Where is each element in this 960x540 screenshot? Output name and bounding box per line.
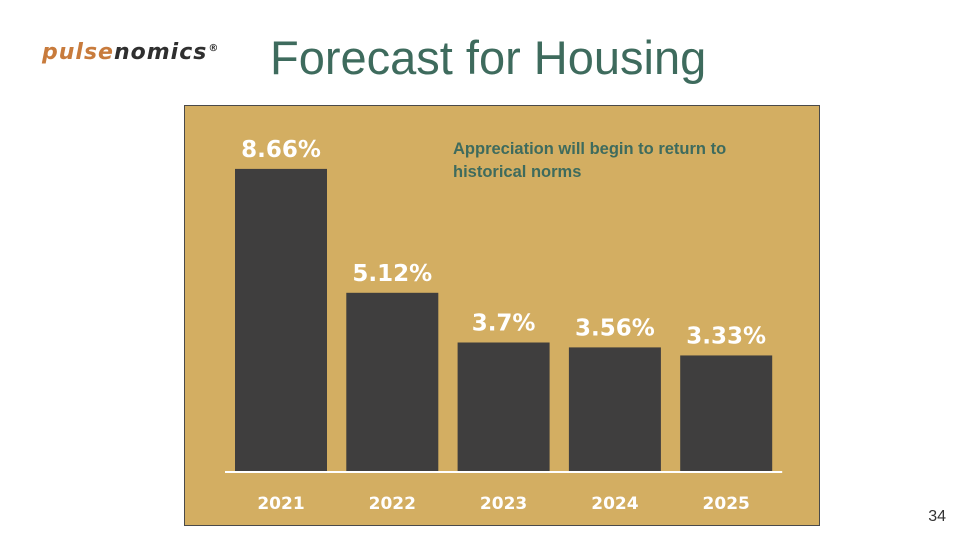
x-tick-label-2021: 2021 <box>257 494 304 514</box>
annotation-line-2: historical norms <box>453 163 581 181</box>
data-label-2024: 3.56% <box>575 315 655 341</box>
data-label-2021: 8.66% <box>241 137 321 163</box>
data-label-2023: 3.7% <box>472 311 536 337</box>
registered-mark: ® <box>208 42 220 54</box>
bar-2024 <box>568 347 661 472</box>
page-title: Forecast for Housing <box>270 31 707 84</box>
bar-chart: 8.66% 2021 5.12% 2022 3.7% 2023 3.56% 2024 3.33%… <box>185 106 819 525</box>
x-tick-label-2024: 2024 <box>591 494 638 514</box>
annotation-line-1: Appreciation will begin to return to <box>453 140 726 158</box>
logo-text-nomics: nomics <box>113 40 208 65</box>
bar-2023 <box>457 342 550 472</box>
data-label-2022: 5.12% <box>352 261 432 287</box>
x-tick-label-2023: 2023 <box>480 494 527 514</box>
page-number: 34 <box>928 508 946 525</box>
bar-2021 <box>235 168 327 472</box>
pulsenomics-logo: pulsenomics® <box>42 40 219 65</box>
x-tick-label-2022: 2022 <box>369 494 416 514</box>
x-tick-label-2025: 2025 <box>703 494 750 514</box>
bar-2025 <box>680 355 773 472</box>
bar-2022 <box>346 292 439 472</box>
data-label-2025: 3.33% <box>686 323 766 349</box>
chart-panel: 8.66% 2021 5.12% 2022 3.7% 2023 3.56% 2024 3.33%… <box>184 105 820 526</box>
logo-text-pulse: pulse <box>42 40 114 65</box>
